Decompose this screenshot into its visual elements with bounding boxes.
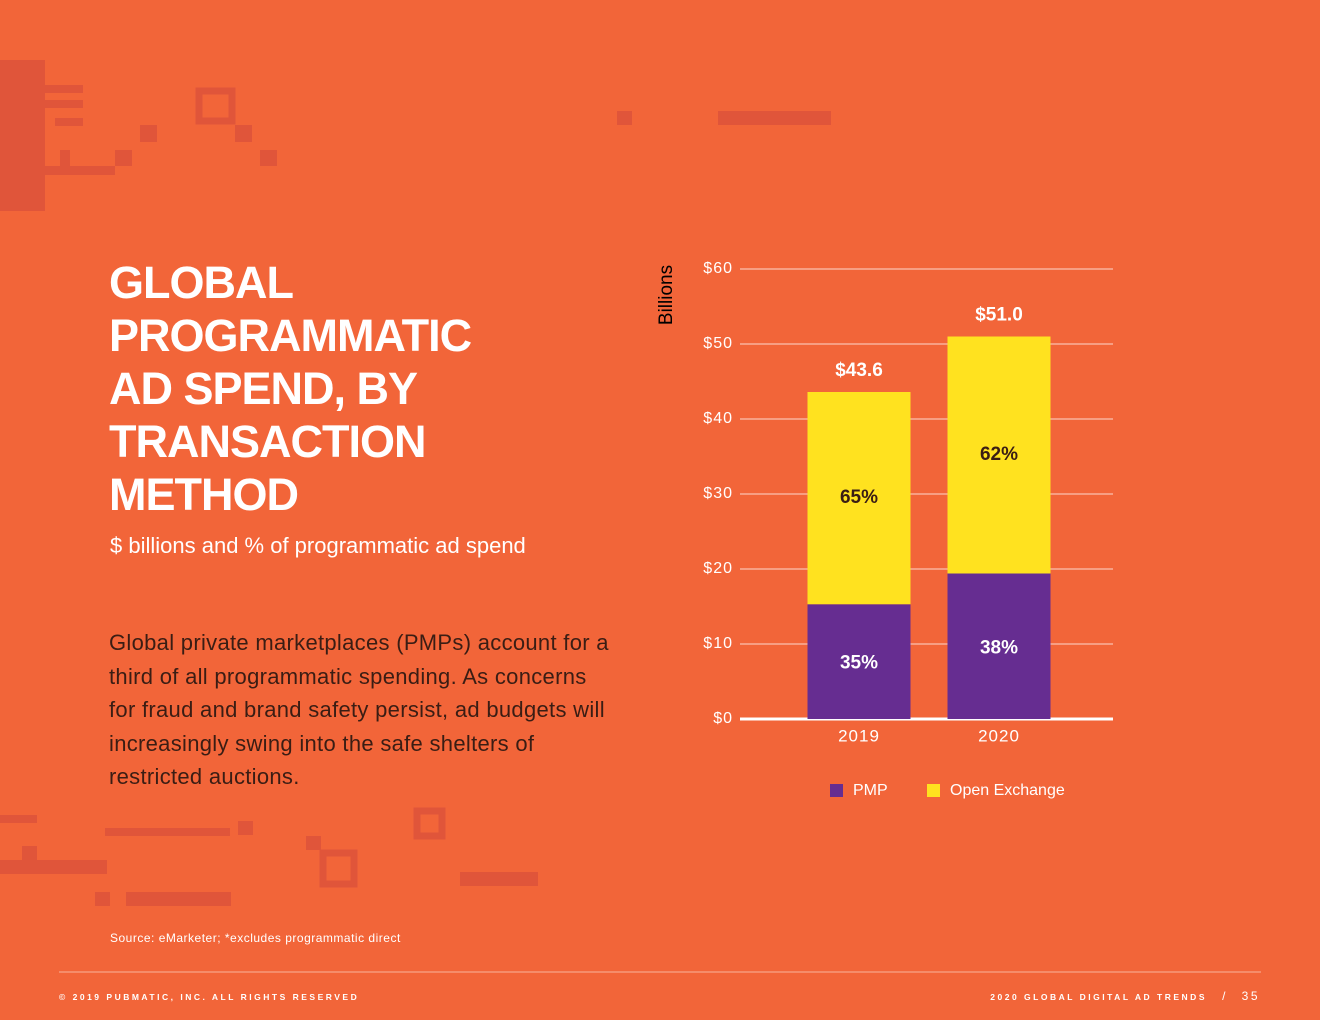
subtitle: $ billions and % of programmatic ad spen… (110, 533, 526, 558)
y-tick-label: $10 (703, 635, 733, 652)
y-tick-label: $60 (703, 260, 733, 277)
page-number: 35 (1241, 989, 1260, 1003)
segment-label: 62% (980, 444, 1018, 465)
y-axis-label: Billions (656, 265, 677, 325)
y-tick-label: $0 (713, 710, 733, 727)
y-tick-label: $40 (703, 410, 733, 427)
segment-label: 65% (840, 487, 878, 508)
y-tick-label: $20 (703, 560, 733, 577)
body-text: Global private marketplaces (PMPs) accou… (109, 630, 609, 789)
decoration (195, 87, 446, 888)
legend-label: PMP (853, 782, 888, 799)
x-tick-label: 2019 (838, 726, 880, 745)
source: Source: eMarketer; *excludes programmati… (110, 931, 401, 945)
title: GLOBAL PROGRAMMATIC AD SPEND, BY TRANSAC… (109, 257, 472, 520)
separator: / (1222, 989, 1228, 1003)
total-label: $51.0 (975, 305, 1023, 326)
bar-segment (807, 604, 911, 719)
legend-label: Open Exchange (950, 782, 1065, 799)
legend-swatch (830, 784, 843, 797)
total-label: $43.6 (835, 360, 883, 381)
segment-label: 35% (840, 653, 878, 674)
footer-right: 2020 GLOBAL DIGITAL AD TRENDS (990, 992, 1207, 1002)
segment-label: 38% (980, 637, 1018, 658)
bar-segment (807, 392, 911, 605)
decoration (0, 60, 831, 906)
y-tick-label: $50 (703, 335, 733, 352)
y-tick-label: $30 (703, 485, 733, 502)
bar-segment (947, 336, 1051, 574)
x-tick-label: 2020 (978, 726, 1020, 745)
legend-swatch (927, 784, 940, 797)
bar-segment (947, 573, 1051, 719)
footer-left: © 2019 PUBMATIC, INC. ALL RIGHTS RESERVE… (59, 992, 360, 1002)
